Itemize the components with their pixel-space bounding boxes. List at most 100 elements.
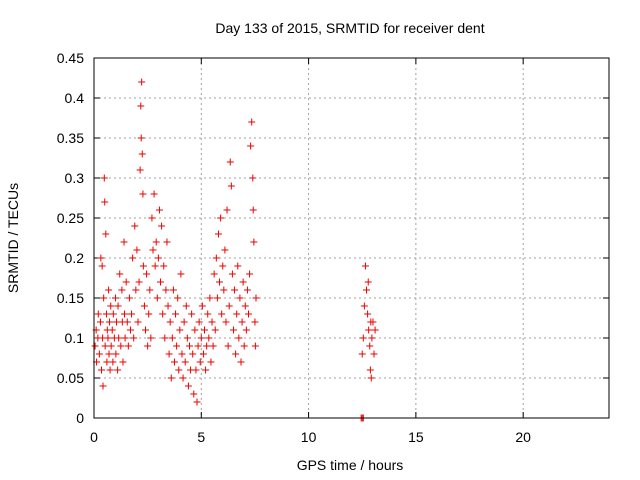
data-point: [240, 342, 248, 350]
data-point: [363, 286, 371, 294]
data-point: [155, 206, 163, 214]
data-point: [177, 270, 185, 278]
data-point: [220, 286, 228, 294]
data-point: [234, 262, 242, 270]
data-point: [366, 342, 374, 350]
data-point: [159, 310, 167, 318]
y-tick-label: 0.1: [65, 330, 85, 346]
data-point: [123, 318, 131, 326]
data-point: [135, 278, 143, 286]
data-point: [104, 334, 112, 342]
data-point: [100, 294, 108, 302]
data-point: [124, 342, 132, 350]
data-point: [105, 318, 113, 326]
data-point: [133, 246, 141, 254]
y-tick-label: 0.35: [57, 130, 84, 146]
data-point: [130, 334, 138, 342]
data-point: [96, 318, 104, 326]
data-point: [202, 366, 210, 374]
data-point: [209, 342, 217, 350]
data-point: [227, 182, 235, 190]
data-point: [102, 310, 110, 318]
data-point: [231, 286, 239, 294]
data-point: [98, 366, 106, 374]
data-point: [151, 262, 159, 270]
data-point: [153, 294, 161, 302]
data-point: [188, 310, 196, 318]
data-point: [370, 350, 378, 358]
data-point: [195, 318, 203, 326]
y-tick-label: 0.4: [65, 90, 85, 106]
data-point: [115, 334, 123, 342]
data-point: [212, 254, 220, 262]
data-point: [100, 174, 108, 182]
data-point: [216, 278, 224, 286]
data-point: [198, 302, 206, 310]
data-point: [99, 382, 107, 390]
data-point: [101, 198, 109, 206]
data-point: [248, 118, 256, 126]
data-point: [132, 286, 140, 294]
data-point: [102, 230, 110, 238]
data-point: [199, 350, 207, 358]
data-point: [149, 246, 157, 254]
data-point: [109, 358, 117, 366]
data-point: [134, 318, 142, 326]
data-point: [176, 326, 184, 334]
data-point: [251, 318, 259, 326]
data-point: [226, 158, 234, 166]
data-point: [214, 230, 222, 238]
data-point: [95, 350, 103, 358]
data-point: [249, 174, 257, 182]
data-point: [106, 366, 114, 374]
data-point: [241, 302, 249, 310]
data-point: [225, 302, 233, 310]
data-point: [222, 318, 230, 326]
data-point: [221, 246, 229, 254]
tick-labels: 0 5 10 15 20 0 0.05 0.1 0.15 0.2 0.25 0.3 0.35 0.4 0.4…: [57, 50, 531, 445]
data-point: [145, 310, 153, 318]
data-point: [105, 286, 113, 294]
data-point: [173, 342, 181, 350]
data-point: [182, 302, 190, 310]
y-tick-label: 0.3: [65, 170, 85, 186]
data-point: [179, 374, 187, 382]
data-point: [249, 206, 257, 214]
data-point: [154, 254, 162, 262]
data-point: [208, 318, 216, 326]
data-points: [91, 78, 379, 422]
data-point: [105, 350, 113, 358]
data-point: [184, 382, 192, 390]
data-point: [364, 310, 372, 318]
data-point: [148, 214, 156, 222]
data-point: [213, 294, 221, 302]
data-point: [152, 238, 160, 246]
data-point: [205, 334, 213, 342]
x-tick-label: 5: [197, 429, 205, 445]
x-axis-label: GPS time / hours: [297, 457, 404, 473]
data-point: [162, 286, 170, 294]
data-point: [172, 310, 180, 318]
chart-title: Day 133 of 2015, SRMTID for receiver den…: [215, 20, 484, 36]
data-point: [367, 374, 375, 382]
data-point: [210, 270, 218, 278]
data-point: [206, 294, 214, 302]
data-point: [191, 326, 199, 334]
data-point: [229, 326, 237, 334]
data-point: [174, 294, 182, 302]
data-point: [251, 342, 259, 350]
data-point: [103, 358, 111, 366]
data-point: [239, 278, 247, 286]
data-point: [91, 342, 99, 350]
data-point: [211, 326, 219, 334]
data-point: [112, 350, 120, 358]
data-point: [121, 334, 129, 342]
data-point: [140, 302, 148, 310]
data-point: [167, 374, 175, 382]
data-point: [169, 286, 177, 294]
data-point: [360, 302, 368, 310]
data-point: [101, 342, 109, 350]
data-point: [94, 310, 102, 318]
data-point: [201, 326, 209, 334]
data-point: [139, 190, 147, 198]
